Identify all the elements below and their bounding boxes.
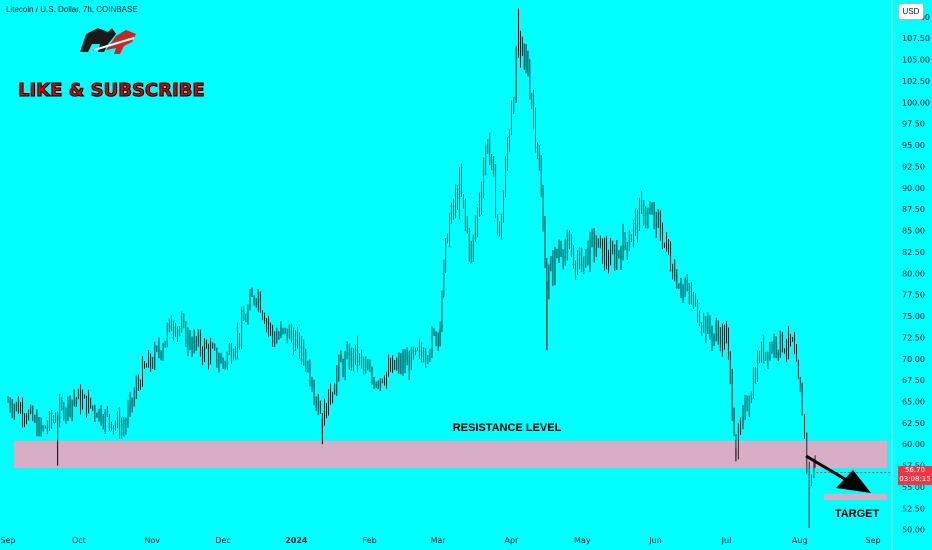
price-tick-label: 97.50 <box>902 120 925 129</box>
price-tick-label: 92.50 <box>902 162 925 171</box>
price-tick-label: 65.00 <box>902 398 925 407</box>
price-tick-label: 105.00 <box>902 56 930 65</box>
price-tick-label: 95.00 <box>902 141 925 150</box>
time-tick-label: Apr <box>504 536 519 545</box>
time-tick-label: Jul <box>721 536 732 545</box>
last-price: 56.70 <box>904 466 926 474</box>
price-tick-label: 55.00 <box>902 483 925 492</box>
time-tick-label: Dec <box>215 536 230 545</box>
price-tick-label: 80.00 <box>902 269 925 278</box>
price-tick-label: 62.50 <box>902 419 925 428</box>
zones-layer <box>14 440 887 500</box>
time-tick-label: Aug <box>792 536 808 545</box>
time-tick-label: Feb <box>363 536 377 545</box>
price-tick-label: 82.50 <box>902 248 925 257</box>
time-axis[interactable]: Sep Oct Nov Dec 2024 Feb Mar Apr May Jun Jul Aug Sep <box>0 536 880 545</box>
currency-button[interactable]: USD <box>898 3 924 20</box>
price-tick-label: 102.50 <box>902 77 930 86</box>
bar-countdown: 03:08:15 <box>899 475 931 483</box>
arrow-annotation[interactable] <box>805 454 871 493</box>
price-tick-label: 52.50 <box>902 504 925 513</box>
time-tick-label: Mar <box>431 536 447 545</box>
target-zone[interactable] <box>824 493 887 500</box>
time-tick-label: Sep <box>865 536 880 545</box>
target-label: TARGET <box>835 508 880 520</box>
price-tick-label: 107.50 <box>902 34 930 43</box>
price-tick-label: 50.00 <box>902 526 925 535</box>
time-tick-label: 2024 <box>285 536 308 545</box>
bull-vs-bear-icon <box>80 28 136 54</box>
resistance-label: RESISTANCE LEVEL <box>453 422 562 434</box>
resistance-zone[interactable] <box>14 440 887 469</box>
price-tick-label: 75.00 <box>902 312 925 321</box>
time-tick-label: Nov <box>144 536 160 545</box>
price-tick-label: 85.00 <box>902 227 925 236</box>
price-tick-label: 70.00 <box>902 355 925 364</box>
candles-layer <box>7 8 892 529</box>
price-tick-label: 67.50 <box>902 376 925 385</box>
price-tick-label: 77.50 <box>902 291 925 300</box>
price-tick-label: 72.50 <box>902 333 925 342</box>
last-price-badge: 56.70 03:08:15 <box>898 466 932 485</box>
arrow-head-icon <box>836 470 871 493</box>
like-subscribe-text: LIKE & SUBSCRIBE <box>18 80 206 102</box>
time-tick-label: Oct <box>72 536 86 545</box>
channel-logo: LIKE & SUBSCRIBE <box>8 20 208 102</box>
time-tick-label: Jun <box>648 536 662 545</box>
symbol-title[interactable]: Litecoin / U.S. Dollar, 7h, COINBASE <box>6 5 138 14</box>
price-tick-label: 100.00 <box>902 98 930 107</box>
price-tick-label: 87.50 <box>902 205 925 214</box>
price-tick-label: 90.00 <box>902 184 925 193</box>
time-tick-label: Sep <box>0 536 15 545</box>
arrow-line <box>805 454 849 483</box>
price-tick-label: 60.00 <box>902 440 925 449</box>
time-tick-label: May <box>574 536 591 545</box>
price-axis[interactable]: 110.00107.50105.00102.50100.0097.5095.00… <box>902 13 930 535</box>
